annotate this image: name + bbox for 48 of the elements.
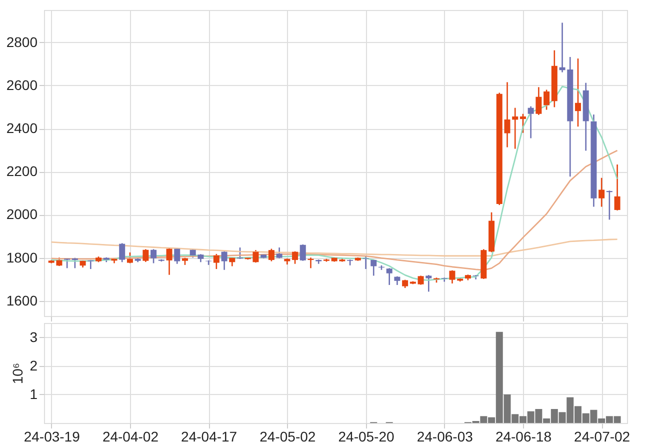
x-tick-label: 24-05-02 [260, 428, 316, 444]
candlestick [614, 164, 620, 212]
y-tick-label: 2400 [6, 120, 38, 136]
x-tick-label: 24-04-02 [102, 428, 159, 444]
candlestick [300, 244, 306, 262]
line-series [50, 150, 618, 271]
y-tick-label: 2 [30, 357, 38, 374]
candlestick [598, 177, 605, 208]
candlestick [544, 89, 550, 110]
y-tick-label: 2200 [6, 163, 38, 180]
candlestick [418, 275, 424, 286]
candlestick [119, 242, 126, 263]
x-tick-label: 24-04-17 [181, 428, 238, 444]
x-tick-label: 24-06-03 [416, 428, 474, 444]
x-tick-label: 24-03-19 [24, 428, 80, 444]
candlestick [426, 274, 432, 292]
candlestick [308, 256, 314, 269]
y-axis-title: 10⁶ [10, 362, 26, 384]
y-tick-label: 1800 [6, 249, 38, 266]
candlestick [520, 113, 526, 134]
candlestick [142, 248, 149, 263]
y-tick-label: 1600 [6, 292, 38, 308]
candlestick [606, 190, 612, 220]
candlestick [221, 250, 228, 271]
candlestick [237, 246, 243, 260]
y-tick-label: 2800 [6, 34, 38, 50]
candlestick [512, 107, 518, 150]
x-tick-label: 24-06-18 [495, 428, 552, 444]
candlestick [536, 86, 542, 116]
y-tick-label: 2600 [6, 76, 38, 93]
candlestick [528, 106, 534, 139]
candlestick [166, 247, 172, 276]
y-tick-label: 1 [30, 386, 38, 402]
candlestick [370, 258, 377, 276]
x-tick-label: 24-05-20 [338, 428, 394, 444]
y-tick-label: 3 [30, 328, 38, 345]
candlestick [386, 268, 392, 286]
candlestick [213, 253, 220, 270]
candlestick [362, 255, 369, 270]
candlestick [150, 248, 157, 264]
candlestick [268, 248, 274, 262]
candlestick [174, 247, 180, 264]
y-tick-label: 2000 [6, 206, 38, 222]
x-tick-label: 24-07-02 [574, 428, 630, 444]
candlestick [574, 58, 581, 128]
candlestick [449, 270, 456, 284]
candlestick [292, 250, 298, 264]
line-series [50, 86, 618, 281]
